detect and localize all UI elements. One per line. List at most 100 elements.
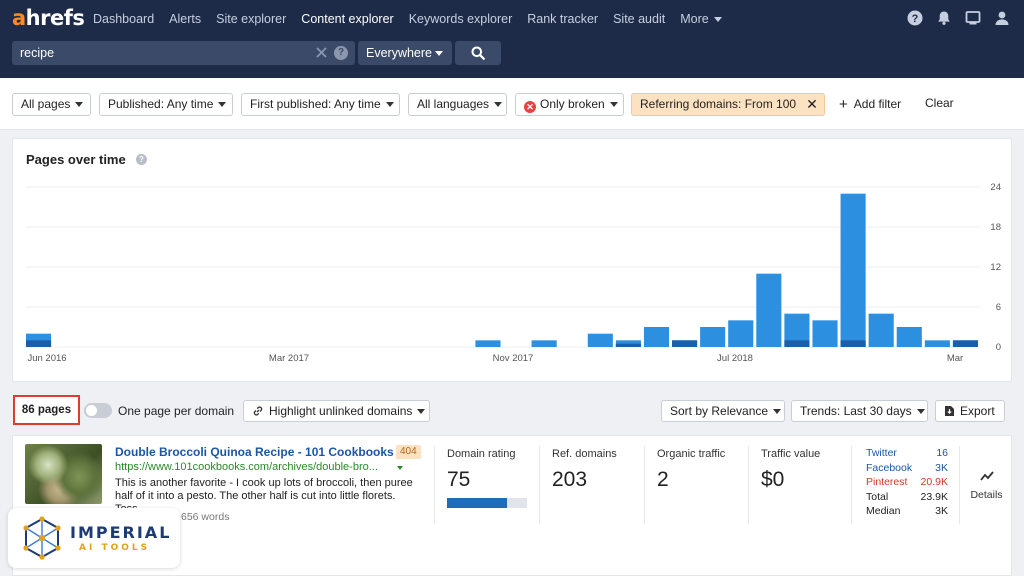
word-count: 656 words bbox=[181, 511, 230, 523]
ref-domains-metric: Ref. domains 203 bbox=[539, 446, 644, 524]
hexagon-network-logo-icon bbox=[23, 516, 61, 560]
social-row-pinterest[interactable]: Pinterest 20.9K bbox=[866, 476, 948, 488]
bar bbox=[615, 340, 641, 347]
y-tick-label: 0 bbox=[996, 342, 1001, 353]
clear-search-icon[interactable] bbox=[315, 46, 328, 62]
traffic-value-sparkline bbox=[761, 498, 841, 508]
published-filter[interactable]: Published: Any time bbox=[99, 93, 233, 116]
y-tick-label: 24 bbox=[990, 182, 1001, 193]
results-toolbar: 86 pages One page per domain Highlight u… bbox=[0, 390, 1024, 432]
y-tick-label: 18 bbox=[990, 222, 1001, 233]
nav-rank-tracker[interactable]: Rank tracker bbox=[527, 12, 599, 26]
x-tick-label: Nov 2017 bbox=[493, 353, 534, 364]
result-title-link[interactable]: Double Broccoli Quinoa Recipe - 101 Cook… bbox=[115, 445, 394, 459]
traffic-value-metric: Traffic value $0 bbox=[748, 446, 852, 524]
trend-icon bbox=[979, 471, 994, 481]
bar bbox=[475, 340, 501, 347]
search-icon bbox=[471, 46, 485, 60]
bar bbox=[756, 273, 782, 347]
social-shares: Twitter 16 Facebook 3K Pinterest 20.9K Tota… bbox=[851, 446, 959, 524]
bar bbox=[812, 320, 838, 347]
pages-over-time-card: Pages over time ? 24 18 12 6 0 Jun 2016 Mar 20… bbox=[12, 138, 1012, 382]
user-icon[interactable] bbox=[994, 10, 1010, 26]
plus-icon: + bbox=[839, 96, 848, 113]
bar-segment bbox=[672, 340, 698, 347]
help-icon[interactable]: ? bbox=[907, 10, 923, 26]
bar bbox=[531, 340, 557, 347]
domain-rating-metric: Domain rating 75 bbox=[434, 446, 539, 524]
clear-filters-button[interactable]: Clear bbox=[925, 96, 954, 110]
bar bbox=[643, 327, 670, 347]
pages-count: 86 pages bbox=[13, 395, 80, 425]
bar-segment bbox=[784, 340, 810, 347]
nav-content-explorer[interactable]: Content explorer bbox=[301, 12, 394, 26]
one-page-per-domain-toggle[interactable] bbox=[84, 403, 112, 418]
social-row-facebook[interactable]: Facebook 3K bbox=[866, 461, 948, 474]
referring-domains-filter[interactable]: Referring domains: From 100 ✕ bbox=[631, 93, 825, 116]
main-nav: Dashboard Alerts Site explorer Content e… bbox=[93, 12, 737, 26]
search-scope-select[interactable]: Everywhere bbox=[358, 41, 452, 65]
link-icon bbox=[253, 406, 263, 416]
remove-filter-icon[interactable]: ✕ bbox=[806, 96, 818, 112]
top-header: ahrefs Dashboard Alerts Site explorer Co… bbox=[0, 0, 1024, 78]
pages-chart: 24 18 12 6 0 Jun 2016 Mar 2017 Nov 2017 Jul 2018… bbox=[26, 182, 1001, 364]
nav-site-explorer[interactable]: Site explorer bbox=[216, 12, 287, 26]
details-button[interactable]: Details bbox=[959, 446, 1013, 524]
monitor-icon[interactable] bbox=[965, 10, 981, 26]
bar bbox=[840, 193, 866, 347]
search-box: ? bbox=[12, 41, 355, 65]
x-tick-label: Jun 2016 bbox=[27, 353, 66, 364]
ref-domains-sparkline bbox=[552, 498, 632, 508]
broken-icon: ✕ bbox=[524, 101, 536, 113]
search-button[interactable] bbox=[455, 41, 501, 65]
search-input[interactable] bbox=[20, 41, 310, 65]
bar bbox=[587, 333, 613, 347]
domain-rating-bar bbox=[447, 498, 527, 508]
imperial-ai-tools-watermark: IMPERIAL AI TOOLS bbox=[8, 508, 180, 568]
sort-by-select[interactable]: Sort by Relevance bbox=[661, 400, 785, 422]
all-pages-filter[interactable]: All pages bbox=[12, 93, 91, 116]
bar bbox=[924, 340, 950, 347]
organic-traffic-metric: Organic traffic 2 bbox=[644, 446, 749, 524]
languages-filter[interactable]: All languages bbox=[408, 93, 507, 116]
header-icons: ? bbox=[907, 10, 1010, 26]
x-tick-label: Mar bbox=[947, 353, 963, 364]
nav-keywords-explorer[interactable]: Keywords explorer bbox=[408, 12, 513, 26]
url-menu-caret-icon[interactable] bbox=[397, 466, 403, 470]
export-button[interactable]: Export bbox=[935, 400, 1005, 422]
svg-text:?: ? bbox=[912, 13, 919, 25]
social-row-twitter[interactable]: Twitter 16 bbox=[866, 447, 948, 459]
filter-bar: All pages Published: Any time First publ… bbox=[0, 78, 1024, 130]
result-snippet: This is another favorite - I cook up lot… bbox=[115, 477, 413, 515]
trends-select[interactable]: Trends: Last 30 days bbox=[791, 400, 928, 422]
status-badge: 404 bbox=[396, 445, 421, 459]
bar-segment bbox=[615, 343, 641, 347]
social-row-median: Median 3K bbox=[866, 505, 948, 517]
y-tick-label: 12 bbox=[990, 262, 1001, 273]
first-published-filter[interactable]: First published: Any time bbox=[241, 93, 400, 116]
one-page-per-domain-label: One page per domain bbox=[118, 404, 235, 418]
nav-site-audit[interactable]: Site audit bbox=[613, 12, 666, 26]
bar bbox=[700, 327, 726, 347]
nav-alerts[interactable]: Alerts bbox=[169, 12, 202, 26]
social-row-total: Total 23.9K bbox=[866, 490, 948, 503]
result-url-link[interactable]: https://www.101cookbooks.com/archives/do… bbox=[115, 461, 378, 473]
nav-more[interactable]: More bbox=[680, 12, 721, 26]
nav-dashboard[interactable]: Dashboard bbox=[93, 12, 155, 26]
x-tick-label: Jul 2018 bbox=[717, 353, 753, 364]
add-filter-button[interactable]: + Add filter bbox=[839, 96, 902, 113]
chart-help-icon[interactable]: ? bbox=[136, 154, 147, 165]
y-tick-label: 6 bbox=[996, 302, 1001, 313]
search-help-icon[interactable]: ? bbox=[334, 46, 348, 60]
chart-title: Pages over time bbox=[26, 152, 126, 167]
bar-segment bbox=[840, 340, 866, 347]
highlight-unlinked-button[interactable]: Highlight unlinked domains bbox=[243, 400, 430, 422]
only-broken-filter[interactable]: ✕ Only broken bbox=[515, 93, 624, 116]
bar-segment bbox=[952, 340, 978, 347]
organic-traffic-sparkline bbox=[657, 498, 737, 508]
ahrefs-logo[interactable]: ahrefs bbox=[12, 6, 85, 30]
result-thumbnail[interactable] bbox=[25, 444, 102, 504]
bar bbox=[728, 320, 754, 347]
bell-icon[interactable] bbox=[936, 10, 952, 26]
bar bbox=[868, 313, 894, 347]
